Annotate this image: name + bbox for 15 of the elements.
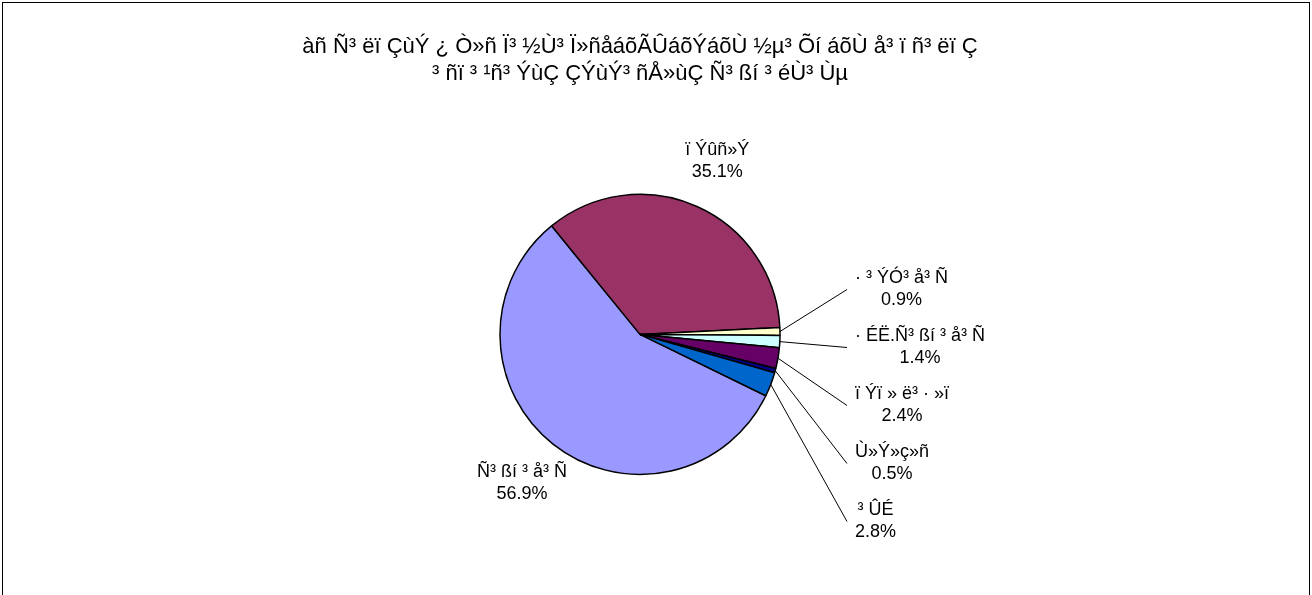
slice-label: ï Ýï » ë³ · »ï [854, 383, 950, 404]
data-label: 56.9% [496, 483, 548, 504]
slice-label: · ³ ÝÓ³ å³ Ñ [855, 266, 948, 288]
slice-label: · ÉË.Ñ³ ßí ³ å³ Ñ [855, 324, 985, 346]
chart-title: àñ Ñ³ ëï ÇùÝ ¿ Ò»ñ Ï³ ½Ù³ Ï»ñåáõÃÛáõÝáõÙ ½µ³ Õí áõÙ å³ ï ñ³ ëï Ç ³ ñï ³ ¹ñ³ ÝùÇ ÇÝùÝ³ ñÅ»ùÇ Ñ³ ßí ³ éÙ³ Ùµ [302, 33, 978, 85]
data-label: 2.4% [881, 405, 923, 426]
data-label: 0.9% [880, 289, 923, 310]
slice-label: ³ ÛÉ [857, 498, 894, 520]
data-label: 2.8% [855, 521, 897, 542]
slice-label: ï Ýûñ»Ý [685, 138, 750, 159]
data-label: 0.5% [871, 463, 913, 484]
data-label: 35.1% [691, 160, 743, 181]
data-label: 1.4% [899, 347, 941, 368]
slice-label: Ù»Ý»ç»ñ [854, 440, 930, 462]
slice-label: Ñ³ ßí ³ å³ Ñ [476, 460, 567, 482]
